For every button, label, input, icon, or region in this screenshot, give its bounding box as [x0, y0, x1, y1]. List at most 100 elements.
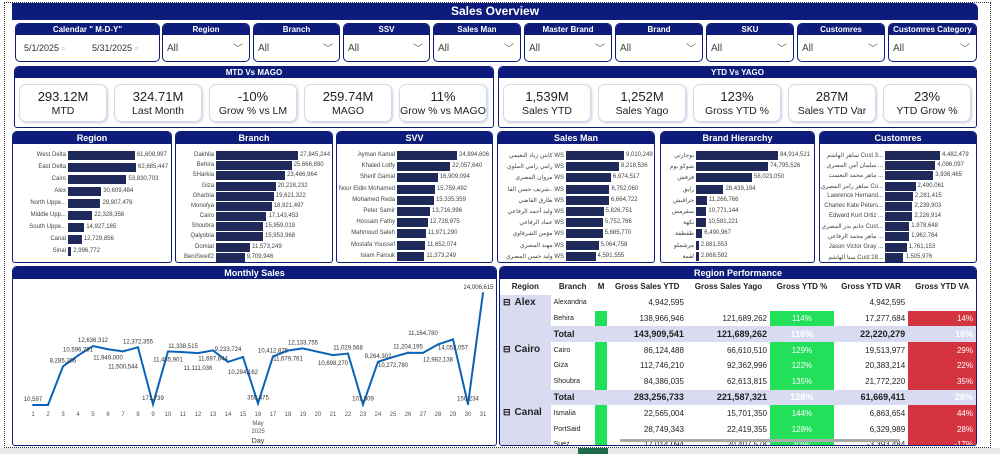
bar[interactable]	[566, 162, 619, 172]
bar-row[interactable]: عماد الرفاعي WS 5,752,766	[498, 217, 654, 228]
bar[interactable]	[68, 187, 102, 196]
data-point[interactable]	[62, 365, 64, 368]
filter-dropdown[interactable]: All ﹀	[889, 35, 976, 55]
bar[interactable]	[397, 229, 426, 239]
bar-row[interactable]: Ayman Kamal 24,894,606	[337, 150, 492, 161]
data-point[interactable]	[317, 350, 319, 353]
bar[interactable]	[566, 218, 604, 228]
bar[interactable]	[397, 218, 428, 228]
bar[interactable]	[216, 222, 263, 232]
bar[interactable]	[885, 191, 913, 201]
bar-row[interactable]: Mohamed Reda 15,335,359	[337, 195, 492, 206]
bar-row[interactable]: South Uppe... 14,927,185	[13, 222, 171, 233]
bar-row[interactable]: West Delta 61,608,997	[13, 150, 171, 161]
bar[interactable]	[885, 212, 913, 222]
bar-row[interactable]: وليد أحمد الرفاعي WS 5,826,751	[498, 206, 654, 217]
data-point[interactable]	[407, 351, 409, 354]
calendar-icon[interactable]: ▫	[61, 43, 65, 53]
bar-row[interactable]: Qalyobia 15,953,968	[176, 231, 332, 242]
bar[interactable]	[68, 199, 101, 208]
bar[interactable]	[397, 173, 438, 183]
bar-row[interactable]: Domiat 11,573,249	[176, 242, 332, 253]
bar-row[interactable]: Canal 12,729,856	[13, 234, 171, 245]
start-date-input[interactable]: 5/1/2025 ▫	[16, 35, 84, 53]
collapse-icon[interactable]: ⊟	[503, 296, 511, 307]
bar-row[interactable]: Behira 25,666,890	[176, 160, 332, 171]
data-point[interactable]	[482, 292, 484, 294]
bar[interactable]	[216, 201, 272, 211]
bar-row[interactable]: Mahmoud Saleh 11,971,290	[337, 228, 492, 239]
region-cell[interactable]: ⊟ Cairo	[500, 342, 551, 406]
bar-row[interactable]: Cairo 17,143,453	[176, 211, 332, 222]
region-cell[interactable]: ⊟ Alex	[500, 294, 551, 343]
data-point[interactable]	[302, 347, 304, 350]
bar-row[interactable]: Hossam Fathy 12,728,975	[337, 217, 492, 228]
data-point[interactable]	[152, 403, 154, 406]
bar[interactable]	[696, 173, 753, 183]
data-point[interactable]	[377, 360, 379, 363]
bar-row[interactable]: نكهة 10,581,221	[661, 217, 814, 228]
bar-row[interactable]: ماهر محمد الرفاعي ... 1,962,764	[820, 231, 976, 242]
bar[interactable]	[566, 173, 611, 183]
bar[interactable]	[68, 235, 82, 244]
bar-row[interactable]: Mostafa Youssef 11,652,074	[337, 240, 492, 251]
bar[interactable]	[216, 191, 274, 201]
bar[interactable]	[216, 252, 245, 262]
column-header[interactable]: Gross YTD VAR	[841, 282, 901, 292]
bar-row[interactable]: Edward Kurt Ortiz ... 2,226,914	[820, 211, 976, 222]
bar[interactable]	[397, 151, 457, 160]
bar-row[interactable]: ساهر الهاشم Cust 3... 4,482,479	[820, 150, 976, 161]
bar[interactable]	[566, 240, 599, 250]
data-point[interactable]	[257, 402, 259, 405]
data-point[interactable]	[242, 355, 244, 358]
data-point[interactable]	[437, 343, 439, 346]
bar[interactable]	[885, 222, 910, 232]
bar[interactable]	[696, 162, 769, 172]
data-point[interactable]	[422, 351, 424, 354]
bar[interactable]	[397, 240, 426, 250]
bar-row[interactable]: SHarkia 23,466,964	[176, 170, 332, 181]
bar[interactable]	[68, 175, 127, 184]
end-date-input[interactable]: 5/31/2025 ▫	[84, 35, 152, 53]
column-header[interactable]: Region	[511, 282, 539, 292]
bar[interactable]	[216, 181, 276, 191]
calendar-icon[interactable]: ▫	[134, 43, 138, 53]
data-point[interactable]	[122, 350, 124, 353]
column-header[interactable]: Branch	[558, 282, 587, 292]
filter-dropdown[interactable]: All ﹀	[434, 35, 520, 55]
column-header[interactable]: M	[597, 282, 605, 292]
bar-row[interactable]: Jason Victor Gray ... 1,761,153	[820, 242, 976, 253]
bar-row[interactable]: Dakhlia 27,845,244	[176, 150, 332, 161]
bar[interactable]	[68, 247, 72, 256]
data-point[interactable]	[272, 355, 274, 358]
bar-row[interactable]: مؤمن الشرقاوي WS 5,685,770	[498, 228, 654, 239]
bar[interactable]	[696, 151, 778, 160]
bar-row[interactable]: Monofya 18,921,497	[176, 201, 332, 212]
bar-row[interactable]: Charles Kate Peters... 2,239,903	[820, 201, 976, 212]
bar-row[interactable]: بوجارتي 84,914,521	[661, 150, 814, 161]
bar[interactable]	[216, 151, 298, 160]
bar-row[interactable]: كابتن زياد النعيمي WS 9,010,249	[498, 150, 654, 161]
horizontal-scrollbar[interactable]	[620, 439, 900, 442]
bar-row[interactable]: Khaled Lotfy 22,057,640	[337, 161, 492, 172]
bar-row[interactable]: Gharbia 19,621,322	[176, 191, 332, 202]
column-header[interactable]: Gross Sales YTD	[615, 282, 680, 292]
bar-row[interactable]: North Uppe... 29,907,476	[13, 198, 171, 209]
bar-row[interactable]: وليد حسن المصري WS 4,591,555	[498, 251, 654, 262]
bar-row[interactable]: Sherif Gamal 16,909,094	[337, 172, 492, 183]
bar[interactable]	[885, 181, 916, 191]
bar[interactable]	[397, 162, 451, 172]
bar[interactable]	[696, 229, 703, 239]
bar-row[interactable]: سنا الهاشم Cust 28... 1,505,976	[820, 252, 976, 262]
bar-row[interactable]: Cairo 53,830,703	[13, 174, 171, 185]
data-point[interactable]	[452, 338, 454, 341]
bar-row[interactable]: طقطقة 6,490,967	[661, 228, 814, 239]
region-cell[interactable]: ⊟ Canal	[500, 405, 551, 445]
bar-row[interactable]: شريف حسن الفا.. WS 6,752,060	[498, 184, 654, 195]
bar[interactable]	[397, 195, 434, 205]
bar[interactable]	[885, 252, 904, 262]
bar-row[interactable]: Lawrence Hernand... 2,281,415	[820, 191, 976, 202]
bar[interactable]	[885, 201, 913, 211]
data-point[interactable]	[287, 349, 289, 352]
bar[interactable]	[397, 184, 435, 194]
